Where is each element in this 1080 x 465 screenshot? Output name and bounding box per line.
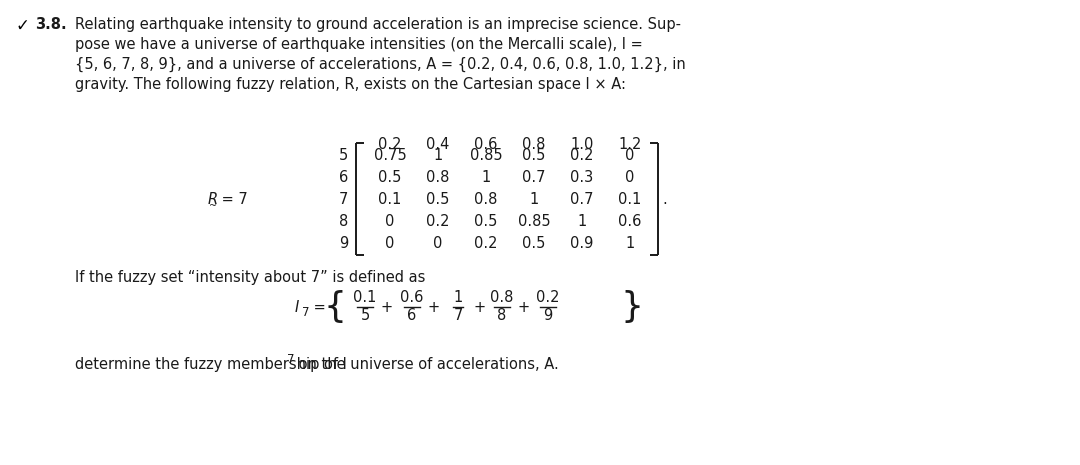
Text: 9: 9 xyxy=(339,235,348,251)
Text: 9: 9 xyxy=(543,308,553,324)
Text: 0.5: 0.5 xyxy=(378,170,402,185)
Text: 1: 1 xyxy=(578,213,586,228)
Text: 5: 5 xyxy=(339,147,348,162)
Text: 0.8: 0.8 xyxy=(427,170,449,185)
Text: 0: 0 xyxy=(386,235,394,251)
Text: +: + xyxy=(381,299,393,314)
Text: 0.85: 0.85 xyxy=(517,213,551,228)
Text: 0.6: 0.6 xyxy=(401,291,423,306)
Text: 0.2: 0.2 xyxy=(474,235,498,251)
Text: pose we have a universe of earthquake intensities (on the Mercalli scale), I =: pose we have a universe of earthquake in… xyxy=(75,37,643,52)
Text: 0.2: 0.2 xyxy=(427,213,449,228)
Text: 0: 0 xyxy=(386,213,394,228)
Text: 0.1: 0.1 xyxy=(378,192,402,206)
Text: 1: 1 xyxy=(433,147,443,162)
Text: 0.8: 0.8 xyxy=(474,192,498,206)
Text: }: } xyxy=(620,290,643,324)
Text: 0.9: 0.9 xyxy=(570,235,594,251)
Text: 0.75: 0.75 xyxy=(374,147,406,162)
Text: +: + xyxy=(428,299,440,314)
Text: {5, 6, 7, 8, 9}, and a universe of accelerations, A = {0.2, 0.4, 0.6, 0.8, 1.0, : {5, 6, 7, 8, 9}, and a universe of accel… xyxy=(75,57,686,72)
Text: 0.7: 0.7 xyxy=(523,170,545,185)
Text: 1.0: 1.0 xyxy=(570,137,594,152)
Text: 7: 7 xyxy=(287,353,294,366)
Text: 0.5: 0.5 xyxy=(474,213,498,228)
Text: 8: 8 xyxy=(339,213,348,228)
Text: 6: 6 xyxy=(407,308,417,324)
Text: 1: 1 xyxy=(482,170,490,185)
Text: gravity. The following fuzzy relation, R, exists on the Cartesian space I × A:: gravity. The following fuzzy relation, R… xyxy=(75,77,626,92)
Text: 0.1: 0.1 xyxy=(619,192,642,206)
Text: 0.85: 0.85 xyxy=(470,147,502,162)
Text: 7: 7 xyxy=(302,306,310,319)
Text: 0.6: 0.6 xyxy=(474,137,498,152)
Text: {: { xyxy=(324,290,347,324)
Text: 6: 6 xyxy=(339,170,348,185)
Text: 0.3: 0.3 xyxy=(570,170,594,185)
Text: determine the fuzzy membership of I: determine the fuzzy membership of I xyxy=(75,357,347,372)
Text: 5: 5 xyxy=(361,308,369,324)
Text: ~: ~ xyxy=(210,201,217,211)
Text: 1: 1 xyxy=(454,291,462,306)
Text: I: I xyxy=(295,299,299,314)
Text: 1: 1 xyxy=(625,235,635,251)
Text: 8: 8 xyxy=(498,308,507,324)
Text: +: + xyxy=(474,299,486,314)
Text: 0.5: 0.5 xyxy=(427,192,449,206)
Text: 0.7: 0.7 xyxy=(570,192,594,206)
Text: +: + xyxy=(518,299,530,314)
Text: 0.5: 0.5 xyxy=(523,235,545,251)
Text: 0: 0 xyxy=(433,235,443,251)
Text: 0.4: 0.4 xyxy=(427,137,449,152)
Text: 0: 0 xyxy=(625,170,635,185)
Text: 0.8: 0.8 xyxy=(490,291,514,306)
Text: 0.2: 0.2 xyxy=(378,137,402,152)
Text: ✓: ✓ xyxy=(15,17,29,35)
Text: 1.2: 1.2 xyxy=(619,137,642,152)
Text: on the universe of accelerations, A.: on the universe of accelerations, A. xyxy=(294,357,558,372)
Text: 0.1: 0.1 xyxy=(353,291,377,306)
Text: 0.2: 0.2 xyxy=(537,291,559,306)
Text: If the fuzzy set “intensity about 7” is defined as: If the fuzzy set “intensity about 7” is … xyxy=(75,270,426,285)
Text: 1: 1 xyxy=(529,192,539,206)
Text: 3.8.: 3.8. xyxy=(35,17,67,32)
Text: 0.5: 0.5 xyxy=(523,147,545,162)
Text: = 7: = 7 xyxy=(217,192,247,206)
Text: 0.6: 0.6 xyxy=(619,213,642,228)
Text: .: . xyxy=(662,192,666,206)
Text: 0.8: 0.8 xyxy=(523,137,545,152)
Text: R: R xyxy=(208,192,218,206)
Text: Relating earthquake intensity to ground acceleration is an imprecise science. Su: Relating earthquake intensity to ground … xyxy=(75,17,681,32)
Text: 7: 7 xyxy=(339,192,348,206)
Text: 0: 0 xyxy=(625,147,635,162)
Text: =: = xyxy=(309,299,326,314)
Text: 0.2: 0.2 xyxy=(570,147,594,162)
Text: 7: 7 xyxy=(454,308,462,324)
